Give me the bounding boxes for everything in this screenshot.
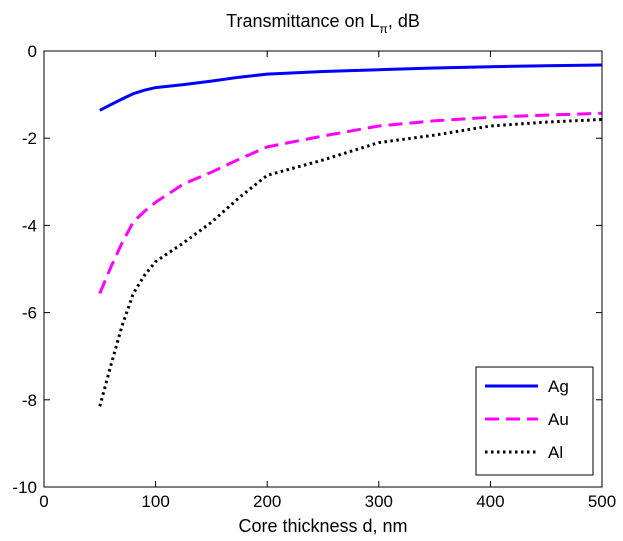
chart-title-subscript: π bbox=[380, 22, 388, 36]
series-layer bbox=[98, 63, 603, 407]
x-tick-label: 500 bbox=[588, 492, 616, 511]
chart-title-tail: , dB bbox=[388, 11, 420, 31]
chart-title: Transmittance on Lπ, dB bbox=[226, 11, 420, 36]
axes-layer: 0 100 200 300 400 500 0 -2 -4 -6 -8 -10 bbox=[12, 42, 616, 511]
y-tick-label: 0 bbox=[28, 42, 37, 61]
x-tick-label: 200 bbox=[253, 492, 281, 511]
series-line-al bbox=[98, 118, 603, 407]
plot-frame bbox=[43, 50, 603, 488]
y-tick-label: -10 bbox=[12, 478, 37, 497]
legend-label-ag: Ag bbox=[548, 377, 569, 396]
chart-title-main: Transmittance on L bbox=[226, 11, 379, 31]
legend-label-al: Al bbox=[548, 443, 563, 462]
legend: Ag Au Al bbox=[475, 366, 594, 476]
series-line-ag bbox=[99, 63, 603, 112]
x-tick-label: 400 bbox=[476, 492, 504, 511]
series-line-au bbox=[98, 111, 603, 294]
legend-label-au: Au bbox=[548, 410, 569, 429]
x-axis-label: Core thickness d, nm bbox=[238, 516, 407, 536]
x-tick-label: 100 bbox=[141, 492, 169, 511]
y-tick-label: -8 bbox=[22, 391, 37, 410]
legend-box bbox=[475, 366, 594, 476]
x-tick-label: 300 bbox=[365, 492, 393, 511]
x-tick-label: 0 bbox=[39, 492, 48, 511]
y-tick-label: -2 bbox=[22, 129, 37, 148]
y-tick-label: -6 bbox=[22, 304, 37, 323]
y-tick-label: -4 bbox=[22, 216, 37, 235]
